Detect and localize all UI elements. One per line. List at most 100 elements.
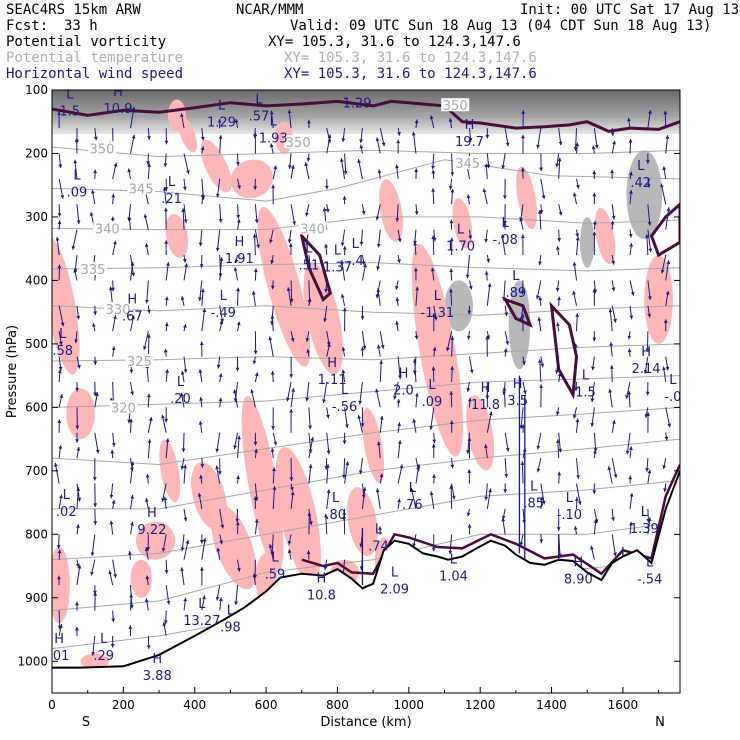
extrema-kind-label: L (353, 80, 361, 95)
extrema-value-label: .57 (249, 109, 270, 124)
extrema-value-label: .67 (122, 309, 143, 324)
theta-label-bg (453, 155, 482, 169)
wind-arrowhead (342, 440, 347, 444)
wind-arrowhead (486, 164, 491, 169)
wind-arrowhead (183, 186, 187, 191)
wind-arrowhead (111, 500, 116, 504)
wind-arrowhead (645, 391, 650, 396)
wind-arrowhead (235, 367, 240, 372)
pv-shade-blob (80, 653, 110, 669)
wind-arrowhead (237, 435, 241, 440)
wind-arrowhead (73, 268, 78, 273)
extrema-kind-label: H (54, 632, 64, 647)
wind-arrowhead (361, 210, 366, 215)
wind-arrowhead (326, 450, 331, 455)
wind-arrowhead (131, 106, 136, 111)
wind-arrowhead (144, 547, 149, 552)
wind-arrowhead (541, 195, 546, 200)
wind-arrowhead (270, 321, 274, 325)
wind-arrowhead (180, 392, 184, 397)
wind-arrowhead (399, 464, 404, 469)
wind-arrowhead (613, 552, 617, 557)
y-tick-label: 100 (25, 83, 48, 97)
wind-arrowhead (662, 465, 667, 469)
extrema-kind-label: L (637, 159, 645, 174)
extrema-kind-label: L (73, 169, 81, 184)
wind-arrowhead (254, 519, 259, 523)
wind-arrowhead (146, 645, 151, 649)
wind-vector (147, 334, 150, 357)
extrema-kind-label: H (147, 506, 157, 521)
wind-arrowhead (590, 545, 594, 550)
pv-shade-blob (178, 116, 197, 153)
extrema-value-label: 3.5 (507, 394, 528, 409)
wind-arrowhead (253, 496, 258, 500)
wind-arrowhead (411, 131, 416, 136)
extrema-value-label: .09 (67, 186, 88, 201)
wind-arrowhead (627, 117, 631, 122)
extrema-value-label: 2.09 (380, 582, 409, 597)
wind-vector (308, 436, 314, 459)
wind-arrowhead (629, 243, 633, 247)
wind-arrowhead (57, 111, 61, 115)
wind-vector (130, 461, 134, 484)
wind-arrowhead (628, 475, 633, 480)
wind-vector (647, 229, 652, 253)
wind-arrowhead (536, 468, 541, 473)
wind-arrowhead (539, 384, 543, 388)
wind-arrowhead (612, 420, 616, 424)
extrema-kind-label: L (375, 523, 383, 538)
wind-arrowhead (629, 171, 633, 176)
wind-arrowhead (197, 493, 202, 497)
wind-arrowhead (234, 259, 239, 264)
wind-arrowhead (574, 497, 579, 501)
wind-arrowhead (201, 288, 205, 293)
wind-arrowhead (269, 110, 274, 115)
wind-arrowhead (647, 313, 652, 318)
wind-vector (344, 461, 349, 484)
wind-arrowhead (536, 445, 541, 450)
extrema-value-label: 1.5 (59, 104, 80, 119)
y-tick-label: 400 (25, 273, 48, 287)
wind-arrowhead (59, 494, 63, 499)
theta-label: 325 (127, 355, 152, 370)
theta-isentrope (52, 305, 680, 316)
wind-arrowhead (250, 389, 254, 394)
wind-arrowhead (342, 246, 347, 250)
wind-arrowhead (145, 598, 149, 603)
wind-arrowhead (164, 570, 169, 574)
wind-arrowhead (484, 496, 489, 501)
wind-arrowhead (429, 115, 434, 120)
wind-arrowhead (449, 288, 453, 293)
wind-arrowhead (535, 295, 540, 300)
wind-arrowhead (504, 474, 509, 478)
theta-label-bg (127, 181, 156, 195)
theta-label-bg (79, 261, 108, 275)
wind-arrowhead (254, 449, 258, 453)
extrema-value-label: .42 (630, 176, 651, 191)
wind-arrowhead (450, 188, 455, 193)
extrema-value-label: -.0 (664, 390, 681, 405)
wind-vector (361, 487, 366, 509)
wind-arrowhead (660, 183, 664, 188)
wind-arrowhead (341, 369, 346, 374)
wind-arrowhead (592, 192, 597, 197)
wind-arrowhead (591, 145, 596, 150)
wind-arrowhead (378, 526, 382, 530)
wind-arrowhead (290, 491, 295, 496)
wind-arrowhead (202, 308, 207, 313)
wind-arrowhead (73, 159, 78, 164)
wind-arrowhead (164, 140, 169, 145)
wind-vector (146, 280, 149, 304)
wind-arrowhead (289, 243, 293, 247)
theta-label: 350 (90, 142, 115, 157)
wind-arrowhead (145, 575, 150, 580)
wind-arrowhead (110, 216, 115, 221)
wind-arrowhead (164, 207, 168, 212)
wind-arrowhead (216, 364, 221, 369)
theta-isentrope (52, 406, 680, 466)
extrema-kind-label: L (341, 383, 349, 398)
wind-arrowhead (573, 526, 578, 530)
theta-label-bg (125, 354, 154, 368)
wind-arrowhead (200, 136, 205, 141)
